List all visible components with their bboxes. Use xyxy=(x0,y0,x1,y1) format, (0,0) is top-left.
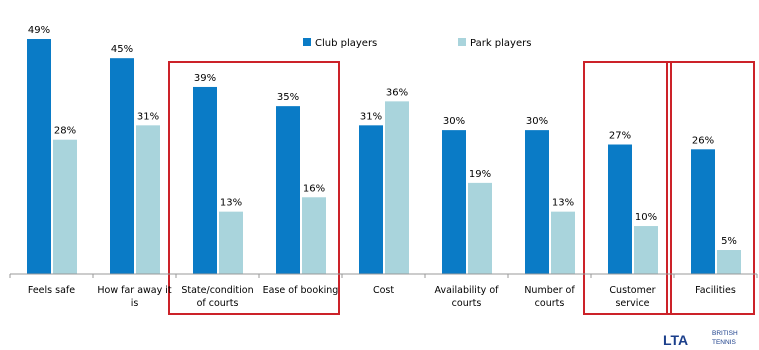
category-label: Cost xyxy=(373,285,394,296)
category-label: Feels safe xyxy=(28,285,75,296)
park-players-bar xyxy=(468,182,492,274)
value-label: 5% xyxy=(721,236,737,247)
club-players-bar xyxy=(110,58,134,275)
park-players-bar xyxy=(302,197,326,274)
value-label: 10% xyxy=(635,212,657,223)
logo-subtext-1: BRITISH xyxy=(712,330,738,337)
x-axis-ticks xyxy=(9,274,758,278)
legend-swatch xyxy=(303,38,311,46)
legend: Club players Park players xyxy=(303,38,531,49)
value-label: 36% xyxy=(386,87,408,98)
legend-item: Park players xyxy=(458,38,531,49)
category-label: Number of courts xyxy=(524,285,575,309)
lta-logo: LTA BRITISH TENNIS xyxy=(663,330,738,348)
logo-text: LTA xyxy=(663,332,688,348)
category-label: How far away it is xyxy=(97,285,172,309)
category-label: Facilities xyxy=(695,285,736,296)
park-players-bar xyxy=(634,226,658,274)
legend-label: Park players xyxy=(470,38,531,49)
value-label: 16% xyxy=(303,183,325,194)
value-label: 49% xyxy=(28,25,50,36)
value-labels: 49% 45% 39% 35% 31% 30% 30% 27% 26% 28% 31% 13% 16% 3… xyxy=(28,25,737,247)
park-players-bar xyxy=(551,211,575,274)
value-label: 13% xyxy=(220,198,242,209)
park-players-bar xyxy=(385,101,409,274)
value-label: 27% xyxy=(609,131,631,142)
value-label: 35% xyxy=(277,92,299,103)
park-players-bar xyxy=(136,125,160,274)
bars xyxy=(27,39,741,275)
value-label: 26% xyxy=(692,135,714,146)
legend-swatch xyxy=(458,38,466,46)
value-label: 30% xyxy=(526,116,548,127)
category-label: Ease of booking xyxy=(263,285,339,296)
value-label: 45% xyxy=(111,44,133,55)
club-players-bar xyxy=(276,106,300,275)
category-label: Customer service xyxy=(609,285,655,309)
park-players-bar xyxy=(53,139,77,274)
highlight-boxes xyxy=(168,61,755,315)
club-players-bar xyxy=(691,149,715,274)
value-label: 31% xyxy=(360,111,382,122)
club-players-bar xyxy=(525,130,549,274)
highlight-box xyxy=(666,61,755,315)
park-players-bar xyxy=(219,211,243,274)
value-label: 39% xyxy=(194,73,216,84)
logo-subtext-2: TENNIS xyxy=(712,339,737,346)
highlight-box xyxy=(583,61,672,315)
highlight-box xyxy=(168,61,340,315)
value-label: 19% xyxy=(469,169,491,180)
club-players-bar xyxy=(193,86,217,274)
value-label: 28% xyxy=(54,126,76,137)
value-label: 13% xyxy=(552,198,574,209)
legend-item: Club players xyxy=(303,38,377,49)
club-players-bar xyxy=(27,39,51,274)
category-labels: Feels safe How far away it is State/conditi… xyxy=(28,285,736,309)
club-players-bar xyxy=(608,144,632,274)
value-label: 30% xyxy=(443,116,465,127)
category-label: Availability of courts xyxy=(435,285,500,309)
category-label: State/condition of courts xyxy=(181,285,253,309)
value-label: 31% xyxy=(137,111,159,122)
legend-label: Club players xyxy=(315,38,377,49)
park-players-bar xyxy=(717,250,741,274)
club-players-bar xyxy=(359,125,383,274)
club-players-bar xyxy=(442,130,466,274)
